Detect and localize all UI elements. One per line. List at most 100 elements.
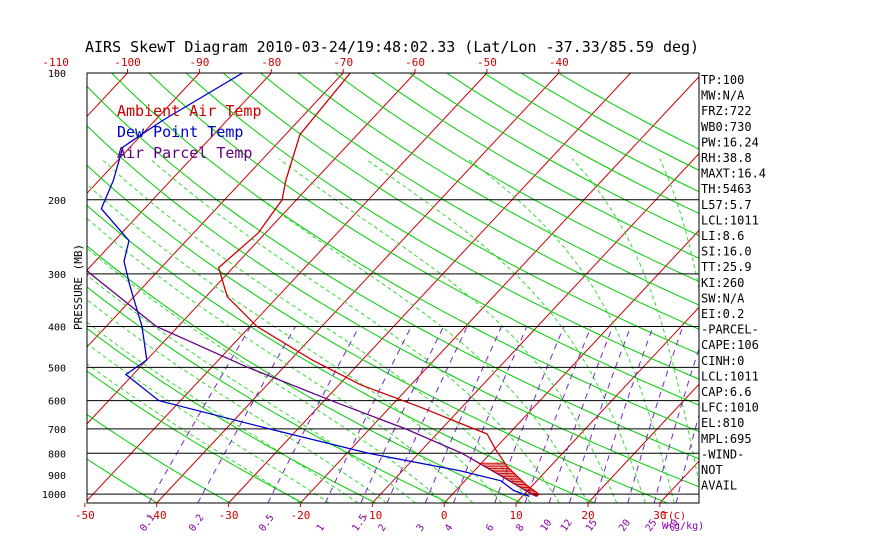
top-tick-label: -60 [405,56,425,69]
moist-adiabat-line [208,158,589,503]
index-entry: KI:260 [701,276,744,290]
moist-adiabat-line [365,158,646,503]
mixing-ratio-line [424,326,503,503]
top-tick-label: -110 [42,56,69,69]
index-entry: CINH:0 [701,354,744,368]
mixing-ratio-label: 12 [559,518,575,534]
dry-adiabat-line [260,73,699,330]
y-tick-label: 700 [48,425,66,436]
index-entry: CAPE:106 [701,338,759,352]
index-entry: MW:N/A [701,89,745,103]
index-entry: SI:16.0 [701,245,752,259]
isotherm-line [804,73,870,503]
bottom-axis-ticks: -50 -40 -30 -20 -10 0 10 20 30 [75,503,666,522]
top-tick-label: -80 [261,56,281,69]
isotherm-line [371,152,699,503]
chart-title: AIRS SkewT Diagram 2010-03-24/19:48:02.3… [85,38,699,56]
moist-adiabat-line [279,158,618,503]
bottom-tick-label: -20 [291,509,311,522]
isotherm-line [0,73,56,503]
mixing-ratio-line [453,326,528,503]
index-entry: LI:8.6 [701,229,744,243]
mixing-ratio-label: 1 [315,522,327,533]
isotherm-line [300,76,699,503]
dry-adiabat-line [185,73,699,380]
top-tick-label: -70 [333,56,353,69]
mixing-ratio-line [548,326,614,503]
moist-adiabat-line [87,217,474,503]
bottom-tick-label: 20 [581,509,594,522]
dry-adiabat-line [87,413,231,503]
index-entry: MAXT:16.4 [701,167,766,181]
isotherm-line [87,73,200,194]
index-entry: L57:5.7 [701,198,752,212]
x-unit-label: T(C) [662,511,686,522]
isotherm-line [659,460,699,503]
dry-adiabat-line [87,286,450,503]
index-entry: MPL:695 [701,432,752,446]
top-tick-label: -100 [114,56,141,69]
plot-area [0,73,870,503]
y-tick-label: 400 [48,323,66,334]
moist-adiabat-line [87,274,416,503]
dry-adiabat-line [87,204,595,503]
series-line-air-parcel-temp [87,269,537,497]
dry-adiabat-line [371,73,699,259]
mixing-ratio-line [148,326,252,503]
moist-adiabat-line [87,363,301,503]
index-entry: LCL:1011 [701,369,759,383]
bottom-tick-label: 0 [441,509,448,522]
isotherm-line [87,73,488,502]
moist-adiabat-line [87,342,330,503]
dry-adiabat-line [87,125,699,488]
y-tick-label: 800 [48,449,66,460]
index-entry: WB0:730 [701,120,752,134]
moist-adiabat-line [87,299,387,503]
moist-adiabat-line [149,158,560,503]
dry-adiabat-line [87,327,377,503]
mixing-ratio-line [360,326,444,503]
isotherm-line [87,73,344,348]
dry-adiabat-line [87,164,668,503]
index-entry: LFC:1010 [701,401,759,415]
y-tick-label: 100 [48,69,66,80]
bottom-tick-label: 30 [653,509,666,522]
index-entry: SW:N/A [701,291,745,305]
plot-lines [87,73,540,498]
index-entry: TT:25.9 [701,260,752,274]
index-entry: CAP:6.6 [701,385,752,399]
isotherm-line [156,73,560,503]
y-axis-label: PRESSURE (MB) [72,244,85,330]
index-entry: NOT [701,463,723,477]
mixing-ratio-line [524,326,592,503]
index-entry: TH:5463 [701,182,752,196]
moist-adiabat-line [87,321,359,503]
dry-adiabat-line [87,85,699,460]
dry-adiabat-line [409,73,699,237]
mixing-ratio-line [568,326,632,503]
bottom-tick-label: -30 [219,509,239,522]
y-tick-label: 300 [48,270,66,281]
mixing-ratio-label: 0.2 [187,513,206,534]
moist-adiabat-line [467,158,675,503]
legend: Ambient Air Temp Dew Point Temp Air Parcel… [117,102,262,162]
mixing-ratio-label: 10 [539,518,555,534]
mixing-ratio-line [197,326,296,503]
moist-adiabat-line [571,158,699,486]
mixing-ratio-label: 3 [415,522,427,533]
series-line-dew-point-temp [100,73,530,498]
top-axis-ticks: -120-110-100-90-80-70-60-50-40 [42,56,569,73]
isotherm-line [443,229,699,503]
index-entry: PW:16.24 [701,135,759,149]
dry-adiabat-line [87,245,522,503]
plot-frame [86,72,700,504]
dry-adiabat-line [87,458,158,503]
bottom-tick-label: -10 [362,509,382,522]
mixing-unit-label: W(g/kg) [662,521,704,532]
mixing-ratio-label: 0.5 [257,513,276,534]
bottom-tick-label: -40 [147,509,167,522]
index-entry: EL:810 [701,416,744,430]
mixing-ratio-line [653,347,699,503]
top-tick-label: -90 [189,56,209,69]
y-tick-label: 1000 [42,490,66,501]
